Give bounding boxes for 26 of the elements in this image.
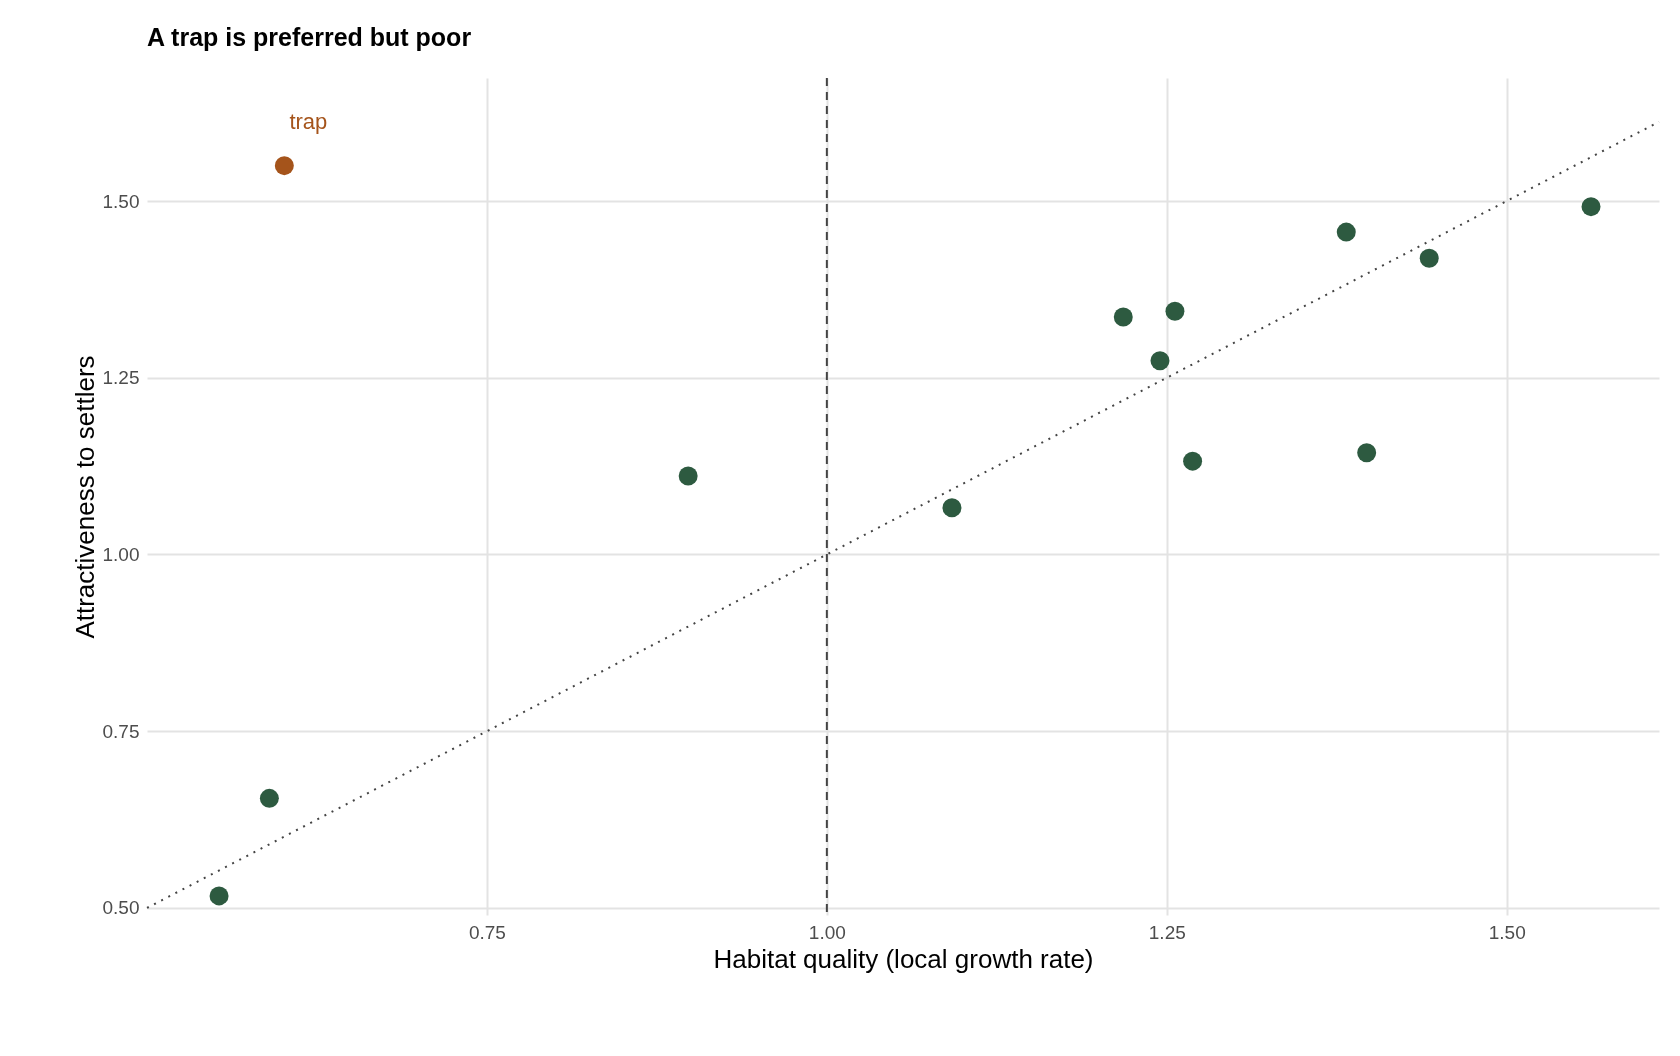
- y-tick-label: 1.25: [102, 367, 140, 389]
- point: [274, 156, 294, 176]
- y-axis-title: Attractiveness to settlers: [69, 355, 100, 639]
- y-tick-label: 1.00: [102, 543, 140, 565]
- point: [259, 788, 279, 808]
- point: [1165, 301, 1185, 321]
- x-tick-label: 0.75: [468, 921, 506, 943]
- point: [1336, 222, 1356, 242]
- y-tick-label: 0.50: [102, 897, 140, 919]
- point: [1357, 443, 1377, 463]
- point: [1419, 248, 1439, 268]
- point: [1183, 451, 1203, 471]
- x-axis-title: Habitat quality (local growth rate): [713, 943, 1094, 974]
- y-tick-label: 1.50: [102, 190, 140, 212]
- point: [1113, 307, 1133, 327]
- point: [942, 498, 962, 518]
- point: [678, 466, 698, 486]
- chart-title: A trap is preferred but poor: [147, 23, 472, 51]
- x-tick-label: 1.50: [1488, 921, 1526, 943]
- point: [1150, 351, 1170, 371]
- x-tick-label: 1.25: [1148, 921, 1186, 943]
- y-tick-label: 0.75: [102, 720, 140, 742]
- annotation: trap: [289, 108, 328, 134]
- x-tick-label: 1.00: [808, 921, 846, 943]
- point: [209, 886, 229, 906]
- point: [1581, 197, 1601, 217]
